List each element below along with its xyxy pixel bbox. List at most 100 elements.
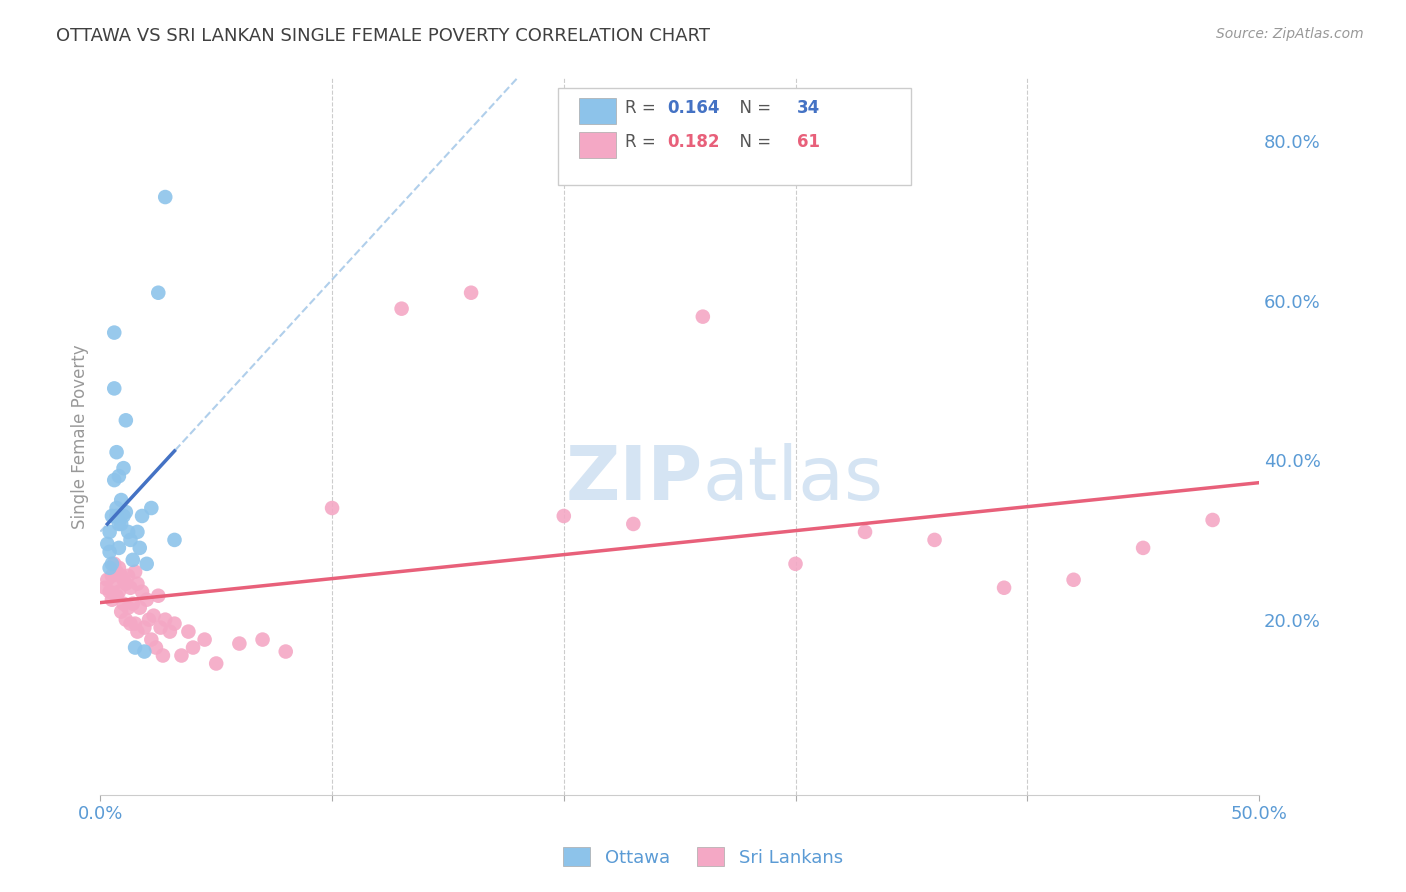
Point xyxy=(117,600,139,615)
Point xyxy=(101,508,124,523)
Point xyxy=(115,413,138,427)
Point xyxy=(120,616,142,631)
Text: R =: R = xyxy=(626,133,661,151)
Point xyxy=(108,584,131,599)
Point xyxy=(96,573,118,587)
Point xyxy=(127,576,149,591)
Point xyxy=(785,557,807,571)
Point xyxy=(110,493,132,508)
Text: 0.182: 0.182 xyxy=(666,133,720,151)
Text: atlas: atlas xyxy=(703,442,884,516)
Point xyxy=(141,632,163,647)
Point xyxy=(127,524,149,539)
Point xyxy=(1201,513,1223,527)
Point xyxy=(117,524,139,539)
Point xyxy=(112,573,135,587)
Point xyxy=(131,584,153,599)
Point xyxy=(120,533,142,547)
Point xyxy=(110,605,132,619)
Point xyxy=(127,624,149,639)
Point xyxy=(115,505,138,519)
Point xyxy=(98,524,121,539)
Text: ZIP: ZIP xyxy=(565,442,703,516)
Point xyxy=(181,640,204,655)
Point xyxy=(112,508,135,523)
Point xyxy=(155,613,177,627)
Point xyxy=(105,565,128,579)
Point xyxy=(94,581,117,595)
Point xyxy=(98,545,121,559)
Point xyxy=(149,621,172,635)
Point xyxy=(148,285,170,300)
Point xyxy=(205,657,228,671)
Point xyxy=(105,501,128,516)
FancyBboxPatch shape xyxy=(579,98,616,124)
Point xyxy=(131,508,153,523)
Point xyxy=(101,557,124,571)
Point xyxy=(148,589,170,603)
Point xyxy=(120,581,142,595)
Point xyxy=(134,621,156,635)
Point xyxy=(170,648,193,663)
FancyBboxPatch shape xyxy=(579,132,616,158)
Point xyxy=(159,624,181,639)
Point xyxy=(177,624,200,639)
Point xyxy=(924,533,946,547)
Point xyxy=(112,597,135,611)
Point xyxy=(105,508,128,523)
Point xyxy=(228,636,250,650)
Point xyxy=(117,569,139,583)
Text: N =: N = xyxy=(730,133,778,151)
Point xyxy=(142,608,165,623)
Point xyxy=(138,613,160,627)
Point xyxy=(108,541,131,555)
Point xyxy=(96,537,118,551)
Point xyxy=(124,565,146,579)
Point xyxy=(1132,541,1154,555)
Point xyxy=(110,569,132,583)
Text: 0.164: 0.164 xyxy=(666,99,720,117)
Point xyxy=(194,632,217,647)
Point xyxy=(105,589,128,603)
Point xyxy=(128,600,150,615)
Point xyxy=(121,597,143,611)
Point xyxy=(110,516,132,531)
Point xyxy=(103,326,125,340)
Point xyxy=(135,592,157,607)
Point xyxy=(105,445,128,459)
FancyBboxPatch shape xyxy=(558,88,911,185)
Point xyxy=(112,461,135,475)
Point xyxy=(103,557,125,571)
Point xyxy=(621,516,644,531)
Point xyxy=(108,516,131,531)
Point xyxy=(993,581,1015,595)
Point xyxy=(155,190,177,204)
Point xyxy=(391,301,413,316)
Point xyxy=(163,533,186,547)
Point xyxy=(103,381,125,395)
Text: 61: 61 xyxy=(797,133,820,151)
Point xyxy=(141,501,163,516)
Point xyxy=(124,616,146,631)
Point xyxy=(321,501,343,516)
Point xyxy=(128,541,150,555)
Point xyxy=(115,613,138,627)
Point xyxy=(103,473,125,487)
Text: N =: N = xyxy=(730,99,778,117)
Point xyxy=(103,576,125,591)
Point xyxy=(108,469,131,483)
Point xyxy=(853,524,876,539)
Point xyxy=(134,644,156,658)
Legend: Ottawa, Sri Lankans: Ottawa, Sri Lankans xyxy=(557,840,849,874)
Text: Source: ZipAtlas.com: Source: ZipAtlas.com xyxy=(1216,27,1364,41)
Text: R =: R = xyxy=(626,99,661,117)
Point xyxy=(98,584,121,599)
Point xyxy=(135,557,157,571)
Point xyxy=(252,632,274,647)
Text: OTTAWA VS SRI LANKAN SINGLE FEMALE POVERTY CORRELATION CHART: OTTAWA VS SRI LANKAN SINGLE FEMALE POVER… xyxy=(56,27,710,45)
Text: 34: 34 xyxy=(797,99,820,117)
Point xyxy=(553,508,575,523)
Point xyxy=(115,576,138,591)
Point xyxy=(1063,573,1085,587)
Point xyxy=(101,592,124,607)
